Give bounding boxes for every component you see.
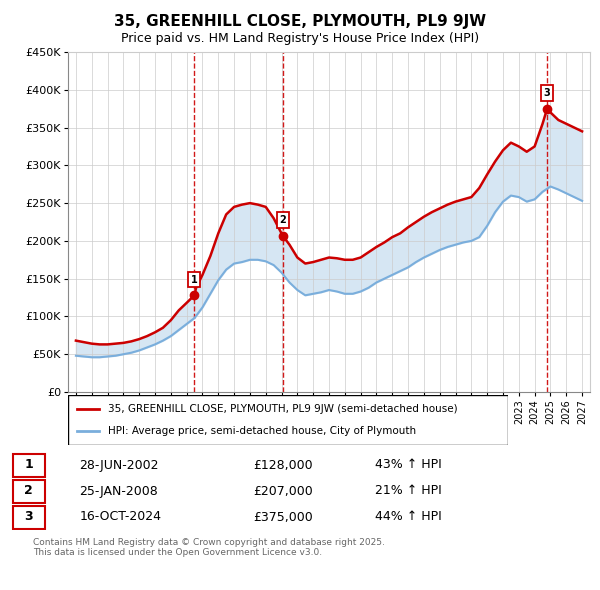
Text: Price paid vs. HM Land Registry's House Price Index (HPI): Price paid vs. HM Land Registry's House …: [121, 32, 479, 45]
Text: 1: 1: [25, 458, 33, 471]
Text: £207,000: £207,000: [254, 484, 313, 497]
Text: 35, GREENHILL CLOSE, PLYMOUTH, PL9 9JW (semi-detached house): 35, GREENHILL CLOSE, PLYMOUTH, PL9 9JW (…: [107, 404, 457, 414]
Text: 3: 3: [544, 88, 551, 98]
FancyBboxPatch shape: [68, 395, 508, 445]
Text: HPI: Average price, semi-detached house, City of Plymouth: HPI: Average price, semi-detached house,…: [107, 426, 416, 436]
Text: 35, GREENHILL CLOSE, PLYMOUTH, PL9 9JW: 35, GREENHILL CLOSE, PLYMOUTH, PL9 9JW: [114, 14, 486, 29]
Text: 43% ↑ HPI: 43% ↑ HPI: [376, 458, 442, 471]
Text: 2: 2: [279, 215, 286, 225]
Text: 2: 2: [25, 484, 33, 497]
Text: Contains HM Land Registry data © Crown copyright and database right 2025.
This d: Contains HM Land Registry data © Crown c…: [33, 538, 385, 558]
Text: 28-JUN-2002: 28-JUN-2002: [80, 458, 159, 471]
Text: 1: 1: [191, 275, 198, 285]
Text: 16-OCT-2024: 16-OCT-2024: [80, 510, 161, 523]
Text: £128,000: £128,000: [254, 458, 313, 471]
FancyBboxPatch shape: [13, 480, 45, 503]
Text: £375,000: £375,000: [254, 510, 313, 523]
FancyBboxPatch shape: [13, 454, 45, 477]
Text: 25-JAN-2008: 25-JAN-2008: [80, 484, 158, 497]
Text: 21% ↑ HPI: 21% ↑ HPI: [376, 484, 442, 497]
Text: 44% ↑ HPI: 44% ↑ HPI: [376, 510, 442, 523]
Text: 3: 3: [25, 510, 33, 523]
FancyBboxPatch shape: [13, 506, 45, 529]
